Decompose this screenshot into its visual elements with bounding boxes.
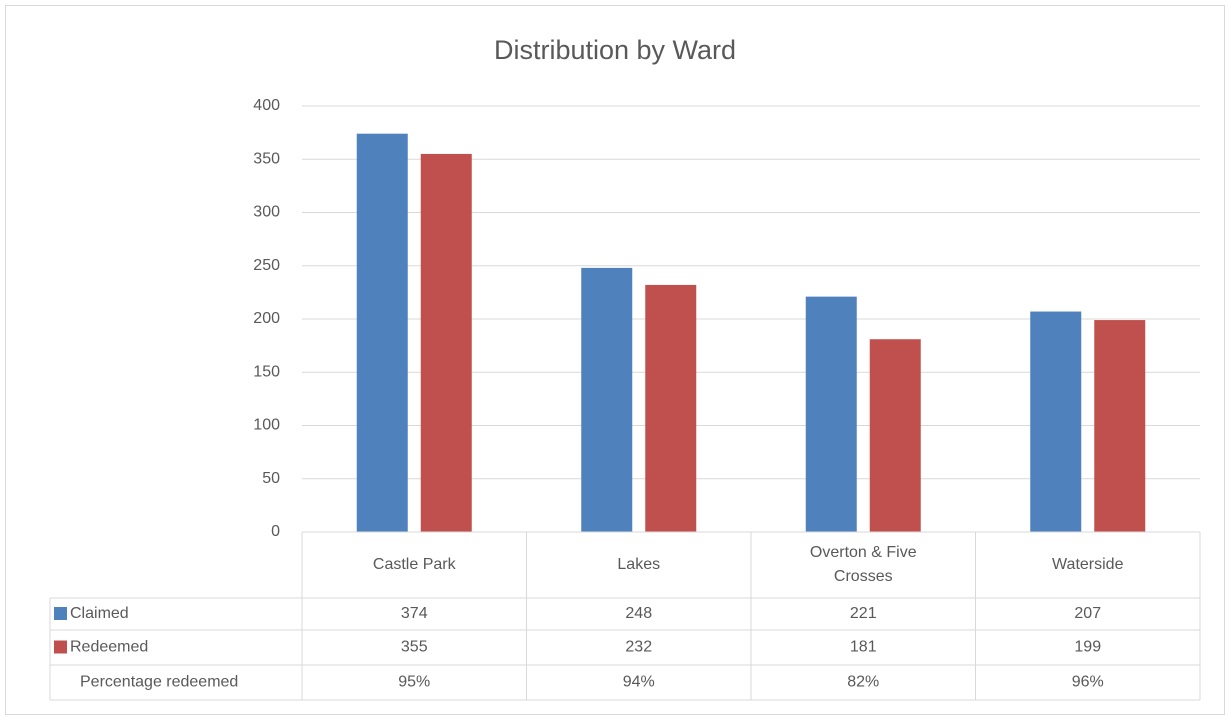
table-value: 181 <box>850 639 877 656</box>
table-value: 94% <box>623 674 655 691</box>
bar <box>645 284 697 532</box>
legend-label: Claimed <box>70 605 129 622</box>
table-value: 207 <box>1074 605 1101 622</box>
table-value: 355 <box>401 639 428 656</box>
y-tick-label: 350 <box>253 150 280 167</box>
x-tick-label: Lakes <box>617 556 661 573</box>
table-value: 374 <box>401 605 428 622</box>
y-tick-label: 400 <box>253 97 280 114</box>
bar <box>356 133 408 532</box>
y-tick-label: 150 <box>253 363 280 380</box>
legend-label: Redeemed <box>70 639 148 656</box>
bar <box>869 339 921 532</box>
table-value: 96% <box>1072 674 1104 691</box>
table-value: 199 <box>1074 639 1101 656</box>
bar <box>1030 311 1082 532</box>
bar <box>581 267 633 532</box>
bar <box>1094 320 1146 532</box>
y-tick-label: 250 <box>253 257 280 274</box>
x-tick-label-box: Lakes <box>617 556 661 573</box>
y-tick-label: 0 <box>271 523 280 540</box>
x-tick-label-box: Overton & Five Crosses <box>809 544 917 585</box>
x-tick-label: Castle Park <box>372 556 456 573</box>
y-tick-label: 200 <box>253 310 280 327</box>
table-value: 82% <box>847 674 879 691</box>
table-value: 221 <box>850 605 877 622</box>
x-tick-label: Overton & Five Crosses <box>809 544 917 585</box>
table-value: 232 <box>625 639 652 656</box>
bar <box>805 296 857 532</box>
table-value: 95% <box>398 674 430 691</box>
legend-label: Percentage redeemed <box>80 674 238 691</box>
y-tick-label: 300 <box>253 204 280 221</box>
x-tick-label: Waterside <box>1052 556 1124 573</box>
legend-key <box>54 640 67 654</box>
table-value: 248 <box>625 605 652 622</box>
chart-title: Distribution by Ward <box>494 35 736 65</box>
y-tick-label: 100 <box>253 417 280 434</box>
bar <box>420 153 472 533</box>
x-tick-label-box: Waterside <box>1052 556 1124 573</box>
y-tick-label: 50 <box>262 470 280 487</box>
x-tick-label-box: Castle Park <box>372 556 456 573</box>
legend-key <box>54 607 67 620</box>
